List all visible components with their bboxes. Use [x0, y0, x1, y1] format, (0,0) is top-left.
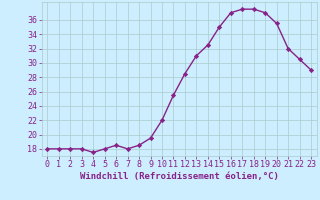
X-axis label: Windchill (Refroidissement éolien,°C): Windchill (Refroidissement éolien,°C)	[80, 172, 279, 181]
